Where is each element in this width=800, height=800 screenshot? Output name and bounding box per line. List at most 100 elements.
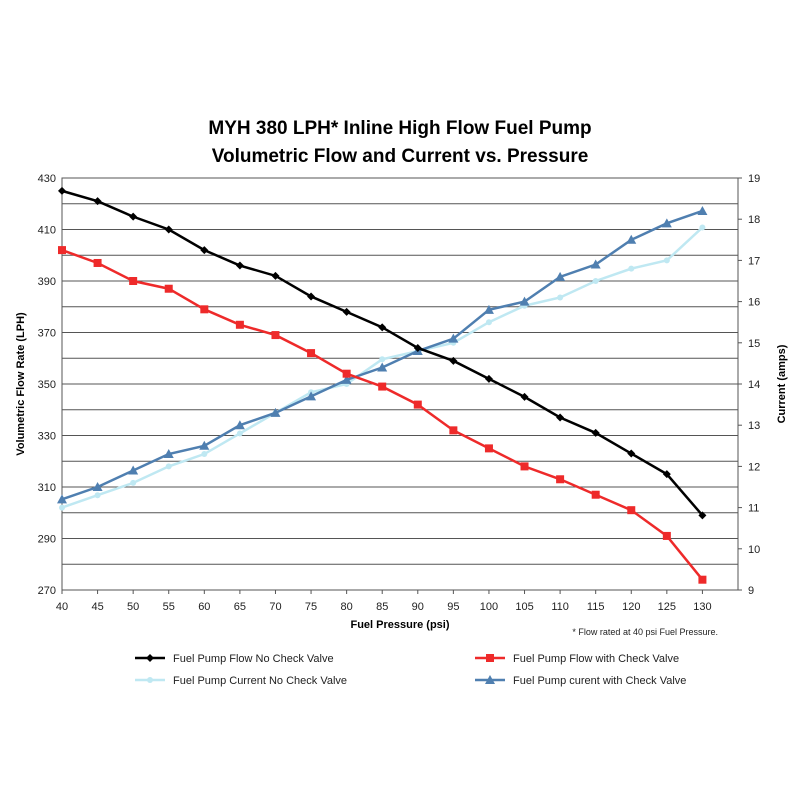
data-point-fuel-pump-flow-with-check-valve bbox=[164, 284, 173, 293]
data-point-fuel-pump-flow-with-check-valve bbox=[271, 331, 280, 340]
y2-tick-label: 18 bbox=[748, 214, 760, 226]
data-point-fuel-pump-curent-with-check-valve bbox=[199, 440, 210, 450]
data-point-fuel-pump-curent-with-check-valve bbox=[626, 234, 637, 244]
data-point-fuel-pump-flow-with-check-valve bbox=[342, 369, 351, 378]
data-point-fuel-pump-flow-no-check-valve bbox=[698, 511, 707, 520]
x-tick-label: 130 bbox=[693, 601, 711, 613]
data-point-fuel-pump-current-no-check-valve bbox=[485, 319, 492, 326]
x-tick-label: 85 bbox=[376, 601, 388, 613]
data-point-fuel-pump-curent-with-check-valve bbox=[448, 333, 459, 343]
y-tick-label: 390 bbox=[38, 276, 56, 288]
data-point-fuel-pump-curent-with-check-valve bbox=[590, 259, 601, 269]
data-point-fuel-pump-current-no-check-valve bbox=[165, 463, 172, 470]
x-axis-label: Fuel Pressure (psi) bbox=[350, 619, 449, 631]
x-tick-label: 65 bbox=[234, 601, 246, 613]
data-point-fuel-pump-flow-with-check-valve bbox=[93, 258, 102, 267]
legend-label-fuel-pump-flow-no-check-valve: Fuel Pump Flow No Check Valve bbox=[173, 653, 334, 665]
x-tick-label: 40 bbox=[56, 601, 68, 613]
data-point-fuel-pump-flow-with-check-valve bbox=[200, 305, 209, 314]
data-point-fuel-pump-flow-with-check-valve bbox=[449, 426, 458, 435]
y-tick-label: 350 bbox=[38, 379, 56, 391]
data-point-fuel-pump-current-no-check-valve bbox=[94, 492, 101, 499]
legend-label-fuel-pump-flow-with-check-valve: Fuel Pump Flow with Check Valve bbox=[513, 653, 679, 665]
x-tick-label: 115 bbox=[587, 601, 605, 613]
data-point-fuel-pump-flow-with-check-valve bbox=[307, 349, 316, 358]
data-point-fuel-pump-current-no-check-valve bbox=[628, 265, 635, 272]
y-tick-label: 290 bbox=[38, 534, 56, 546]
x-tick-label: 80 bbox=[341, 601, 353, 613]
y2-tick-label: 10 bbox=[748, 544, 760, 556]
y-axis-label: Volumetric Flow Rate (LPH) bbox=[15, 312, 27, 456]
data-point-fuel-pump-current-no-check-valve bbox=[379, 356, 386, 363]
data-point-fuel-pump-curent-with-check-valve bbox=[697, 205, 708, 215]
y2-tick-label: 9 bbox=[748, 585, 754, 597]
series-line-fuel-pump-flow-with-check-valve bbox=[61, 248, 704, 581]
data-point-fuel-pump-flow-no-check-valve bbox=[484, 374, 493, 383]
data-point-fuel-pump-curent-with-check-valve bbox=[92, 482, 103, 491]
legend-marker-fuel-pump-current-no-check-valve bbox=[147, 677, 153, 683]
data-point-fuel-pump-flow-with-check-valve bbox=[520, 462, 529, 471]
data-point-fuel-pump-flow-with-check-valve bbox=[129, 277, 138, 285]
data-point-fuel-pump-curent-with-check-valve bbox=[377, 362, 388, 372]
data-point-fuel-pump-flow-with-check-valve bbox=[484, 444, 493, 453]
data-point-fuel-pump-flow-no-check-valve bbox=[129, 212, 138, 221]
y2-tick-label: 13 bbox=[748, 420, 760, 432]
data-point-fuel-pump-current-no-check-valve bbox=[592, 278, 599, 284]
data-point-fuel-pump-curent-with-check-valve bbox=[270, 407, 281, 417]
data-point-fuel-pump-flow-no-check-valve bbox=[58, 186, 66, 195]
y-tick-label: 370 bbox=[38, 328, 56, 340]
data-point-fuel-pump-flow-with-check-valve bbox=[58, 246, 66, 255]
data-point-fuel-pump-curent-with-check-valve bbox=[341, 374, 352, 384]
x-tick-label: 125 bbox=[658, 601, 676, 613]
x-tick-label: 110 bbox=[551, 601, 569, 613]
y-tick-label: 330 bbox=[38, 431, 56, 443]
x-tick-label: 105 bbox=[515, 601, 533, 613]
data-point-fuel-pump-flow-no-check-valve bbox=[200, 246, 209, 255]
data-point-fuel-pump-flow-no-check-valve bbox=[235, 261, 244, 270]
series-line-fuel-pump-flow-no-check-valve bbox=[61, 189, 704, 517]
data-point-fuel-pump-current-no-check-valve bbox=[236, 430, 243, 437]
data-point-fuel-pump-flow-with-check-valve bbox=[378, 382, 387, 391]
x-tick-label: 90 bbox=[412, 601, 424, 613]
data-point-fuel-pump-flow-no-check-valve bbox=[520, 392, 529, 401]
y2-tick-label: 17 bbox=[748, 255, 760, 267]
data-point-fuel-pump-flow-with-check-valve bbox=[591, 490, 600, 499]
data-point-fuel-pump-flow-no-check-valve bbox=[164, 225, 173, 234]
legend-marker-fuel-pump-curent-with-check-valve bbox=[485, 675, 495, 684]
data-point-fuel-pump-flow-no-check-valve bbox=[307, 292, 316, 301]
series-line-fuel-pump-curent-with-check-valve bbox=[61, 209, 703, 501]
y-tick-label: 310 bbox=[38, 482, 56, 494]
data-point-fuel-pump-flow-no-check-valve bbox=[271, 271, 280, 280]
data-point-fuel-pump-flow-with-check-valve bbox=[627, 506, 636, 515]
data-point-fuel-pump-current-no-check-valve bbox=[201, 451, 208, 458]
data-point-fuel-pump-flow-no-check-valve bbox=[556, 413, 565, 422]
y2-tick-label: 11 bbox=[748, 503, 759, 515]
y2-tick-label: 16 bbox=[748, 297, 760, 309]
footnote: * Flow rated at 40 psi Fuel Pressure. bbox=[572, 627, 718, 637]
data-point-fuel-pump-flow-with-check-valve bbox=[235, 320, 244, 329]
x-tick-label: 55 bbox=[163, 601, 175, 613]
legend-label-fuel-pump-current-no-check-valve: Fuel Pump Current No Check Valve bbox=[173, 675, 347, 687]
data-point-fuel-pump-flow-with-check-valve bbox=[413, 400, 422, 409]
data-point-fuel-pump-flow-no-check-valve bbox=[662, 470, 671, 479]
x-tick-label: 60 bbox=[198, 601, 210, 613]
legend-marker-fuel-pump-flow-no-check-valve bbox=[146, 654, 154, 662]
y2-tick-label: 19 bbox=[748, 173, 760, 185]
legend-marker-fuel-pump-flow-with-check-valve bbox=[486, 654, 494, 662]
data-point-fuel-pump-flow-no-check-valve bbox=[413, 343, 422, 352]
data-point-fuel-pump-current-no-check-valve bbox=[59, 504, 65, 511]
x-tick-label: 50 bbox=[127, 601, 139, 613]
data-point-fuel-pump-flow-no-check-valve bbox=[93, 197, 102, 206]
data-point-fuel-pump-flow-no-check-valve bbox=[378, 323, 387, 332]
data-point-fuel-pump-flow-no-check-valve bbox=[627, 449, 636, 458]
x-tick-label: 95 bbox=[447, 601, 459, 613]
x-tick-label: 75 bbox=[305, 601, 317, 613]
y-tick-label: 430 bbox=[38, 173, 56, 185]
data-point-fuel-pump-flow-no-check-valve bbox=[449, 356, 458, 365]
data-point-fuel-pump-current-no-check-valve bbox=[557, 294, 564, 301]
y2-tick-label: 15 bbox=[748, 338, 760, 350]
data-point-fuel-pump-curent-with-check-valve bbox=[163, 449, 174, 459]
data-point-fuel-pump-current-no-check-valve bbox=[699, 224, 706, 231]
x-tick-label: 100 bbox=[480, 601, 498, 613]
